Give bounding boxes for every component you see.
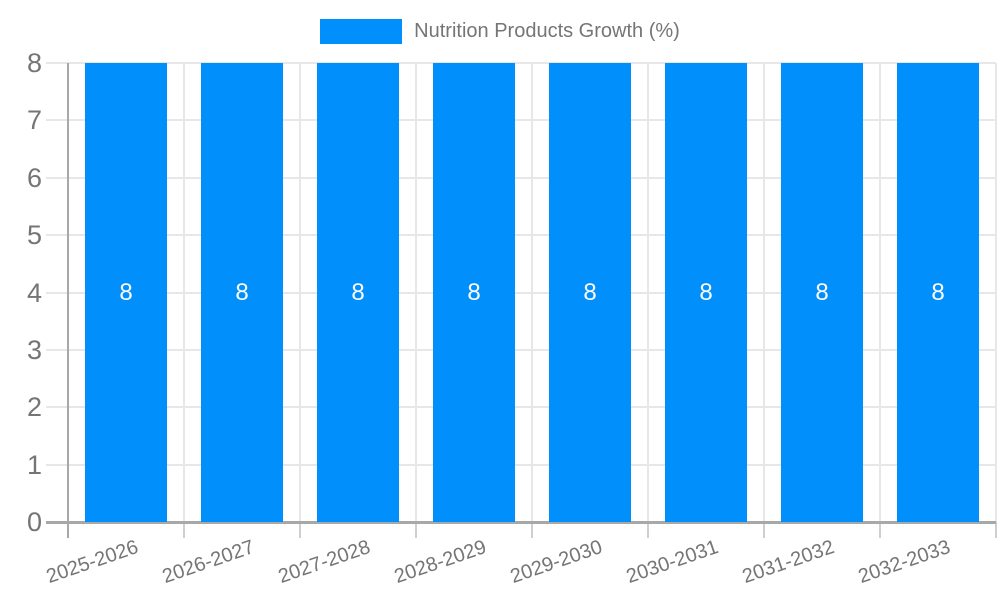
gridline-h <box>46 291 996 294</box>
bar[interactable] <box>665 63 747 522</box>
gridline-v <box>647 63 649 522</box>
bar-value-label: 8 <box>351 278 365 306</box>
gridline-h <box>46 62 996 64</box>
bar[interactable] <box>781 63 863 522</box>
gridline-v <box>879 63 881 522</box>
x-axis-tick <box>879 522 881 538</box>
x-axis-tick <box>647 522 649 538</box>
y-axis-label: 3 <box>26 334 42 365</box>
bar-value-label: 8 <box>467 278 481 306</box>
gridline-h <box>46 348 996 351</box>
gridline-h <box>46 176 996 179</box>
y-axis-label: 4 <box>26 277 42 308</box>
x-axis-tick <box>183 522 185 538</box>
x-axis-tick <box>299 522 301 538</box>
y-axis-label: 2 <box>26 392 42 423</box>
gridline-v <box>531 63 533 522</box>
x-axis-tick <box>763 522 765 538</box>
y-axis-label: 5 <box>26 220 42 251</box>
x-axis-tick <box>415 522 417 538</box>
gridline-v <box>299 63 301 522</box>
x-axis-tick <box>531 522 533 538</box>
y-axis-label: 7 <box>26 105 42 136</box>
gridline-v <box>415 63 417 522</box>
bar[interactable] <box>85 63 167 522</box>
bar-value-label: 8 <box>699 278 713 306</box>
y-axis-label: 6 <box>26 162 42 193</box>
bar[interactable] <box>201 63 283 522</box>
bar-value-label: 8 <box>583 278 597 306</box>
legend-swatch[interactable] <box>320 18 403 44</box>
bar[interactable] <box>897 63 979 522</box>
bar-value-label: 8 <box>119 278 133 306</box>
legend-label: Nutrition Products Growth (%) <box>414 19 680 42</box>
bar-value-label: 8 <box>235 278 249 306</box>
x-axis-tick <box>995 522 997 538</box>
bar-value-label: 8 <box>931 278 945 306</box>
gridline-h <box>46 119 996 122</box>
gridline-h <box>46 406 996 409</box>
bar[interactable] <box>317 63 399 522</box>
y-axis-label: 1 <box>26 449 42 480</box>
x-axis-line <box>46 521 996 524</box>
chart-legend: Nutrition Products Growth (%) <box>0 17 1000 45</box>
bar[interactable] <box>549 63 631 522</box>
bar-value-label: 8 <box>815 278 829 306</box>
gridline-v <box>995 63 997 522</box>
gridline-h <box>46 234 996 237</box>
gridline-v <box>183 63 185 522</box>
y-axis-line <box>67 63 69 538</box>
y-axis-label: 0 <box>26 507 42 537</box>
gridline-h <box>46 463 996 466</box>
gridline-v <box>763 63 765 522</box>
bar[interactable] <box>433 63 515 522</box>
y-axis-label: 8 <box>26 48 42 78</box>
